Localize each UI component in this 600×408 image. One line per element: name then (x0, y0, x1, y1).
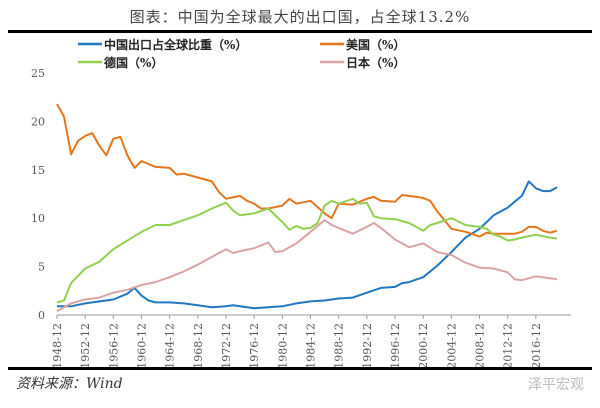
y-tick-label: 20 (31, 115, 45, 128)
y-tick-label: 0 (38, 309, 45, 322)
series-line-2 (56, 197, 558, 304)
x-tick-label: 1984-12 (305, 323, 318, 369)
chart-title: 图表：中国为全球最大的出口国，占全球13.2% (129, 8, 471, 26)
source-note: 资料来源：Wind (16, 376, 123, 392)
line-chart: 0 5 10 15 20 25 1948-12 1952-12 1956-12 1960-12 19… (31, 37, 571, 369)
x-tick-label: 1996-12 (389, 323, 402, 369)
x-tick-label: 1964-12 (164, 323, 177, 369)
legend-label-1: 美国（%） (346, 37, 405, 52)
y-tick-label: 25 (31, 67, 45, 80)
series-line-0 (57, 180, 558, 310)
series-line-3 (56, 219, 558, 312)
x-tick-label: 1980-12 (276, 323, 289, 369)
x-tick-label: 1972-12 (220, 323, 233, 369)
x-tick-label: 2004-12 (445, 323, 458, 369)
legend-label-2: 德国（%） (104, 55, 163, 70)
series-line-1 (56, 103, 558, 238)
legend-label-0: 中国出口占全球比重（%） (104, 37, 247, 52)
top-rule (8, 30, 592, 33)
x-tick-label: 1956-12 (107, 323, 120, 369)
y-tick-label: 5 (38, 261, 45, 274)
x-tick-label: 2016-12 (530, 323, 543, 369)
legend-label-3: 日本（%） (346, 55, 405, 70)
y-tick-label: 10 (31, 212, 45, 225)
x-tick-label: 1948-12 (51, 323, 64, 369)
x-tick-label: 1960-12 (136, 323, 149, 369)
x-tick-label: 1968-12 (192, 323, 205, 369)
x-tick-label: 1976-12 (248, 323, 261, 369)
x-tick-label: 1988-12 (333, 323, 346, 369)
x-tick-label: 2000-12 (417, 323, 430, 369)
y-tick-label: 15 (31, 164, 45, 177)
x-tick-label: 2012-12 (502, 323, 515, 369)
bottom-rule (8, 367, 592, 370)
x-tick-label: 1952-12 (79, 323, 92, 369)
watermark: 泽平宏观 (528, 377, 584, 393)
x-tick-label: 2008-12 (474, 323, 487, 369)
x-tick-label: 1992-12 (361, 323, 374, 369)
